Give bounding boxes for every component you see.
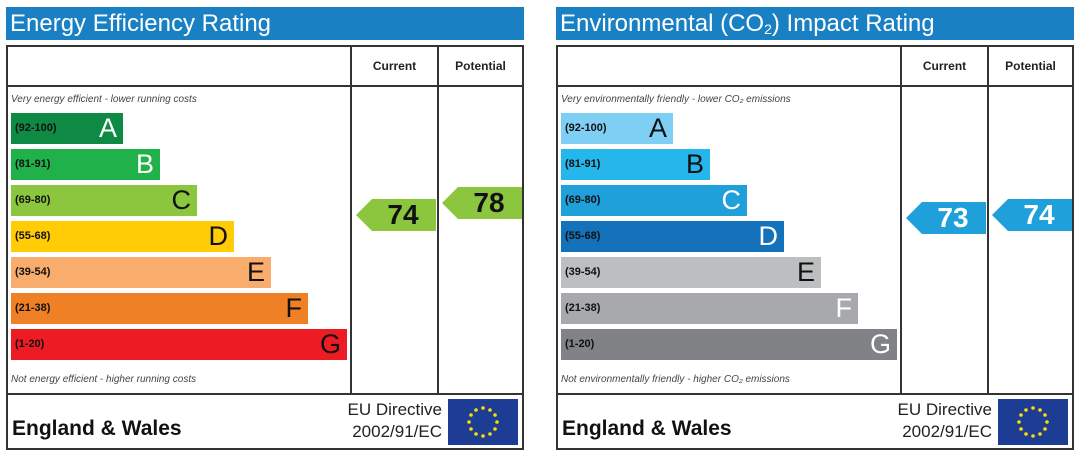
top-note: Very energy efficient - lower running co… bbox=[11, 94, 197, 105]
band-letter-label: D bbox=[758, 221, 779, 251]
band-letter-label: D bbox=[208, 221, 229, 251]
band-letter-label: C bbox=[721, 185, 742, 215]
band-letter-label: E bbox=[246, 257, 265, 287]
column-divider bbox=[350, 47, 352, 393]
potential-rating-arrow: 74 bbox=[992, 199, 1072, 231]
rating-band-c: (69-80) C bbox=[11, 185, 197, 216]
bottom-note: Not environmentally friendly - higher CO… bbox=[561, 374, 790, 385]
region-label: England & Wales bbox=[562, 417, 732, 440]
band-letter-label: F bbox=[835, 293, 853, 323]
column-header-potential: Potential bbox=[1005, 59, 1056, 73]
chart-title: Energy Efficiency Rating bbox=[6, 7, 524, 40]
band-range-label: (39-54) bbox=[565, 266, 601, 278]
current-rating-arrow: 74 bbox=[356, 199, 436, 231]
band-range-label: (69-80) bbox=[15, 194, 51, 206]
potential-rating-value: 78 bbox=[473, 187, 505, 218]
band-range-label: (21-38) bbox=[565, 302, 601, 314]
band-range-label: (81-91) bbox=[565, 158, 601, 170]
band-range-label: (55-68) bbox=[565, 230, 601, 242]
chart-title: Environmental (CO2) Impact Rating bbox=[556, 7, 1074, 40]
column-header-potential: Potential bbox=[455, 59, 506, 73]
band-range-label: (69-80) bbox=[565, 194, 601, 206]
band-letter-label: F bbox=[285, 293, 303, 323]
rating-band-f: (21-38) F bbox=[11, 293, 308, 324]
band-range-label: (39-54) bbox=[15, 266, 51, 278]
potential-rating-value: 74 bbox=[1023, 199, 1055, 230]
column-header-current: Current bbox=[922, 59, 967, 73]
band-letter-label: G bbox=[869, 329, 891, 359]
current-rating-value: 73 bbox=[937, 202, 969, 233]
header-divider bbox=[8, 85, 522, 87]
band-letter-label: E bbox=[796, 257, 815, 287]
chart-frame: Current Potential Very energy efficient … bbox=[6, 45, 524, 450]
band-range-label: (55-68) bbox=[15, 230, 51, 242]
eu-flag-icon bbox=[998, 399, 1068, 445]
current-rating-value: 74 bbox=[387, 199, 419, 230]
rating-band-f: (21-38) F bbox=[561, 293, 858, 324]
band-range-label: (92-100) bbox=[15, 122, 57, 134]
directive-line-1: EU Directive bbox=[347, 400, 442, 419]
footer-divider bbox=[8, 393, 522, 395]
eu-flag-icon bbox=[448, 399, 518, 445]
band-letter-label: A bbox=[648, 113, 667, 143]
eu-directive-label: EU Directive 2002/91/EC bbox=[898, 399, 992, 443]
band-letter-label: B bbox=[685, 149, 704, 179]
eu-directive-label: EU Directive 2002/91/EC bbox=[348, 399, 442, 443]
band-range-label: (21-38) bbox=[15, 302, 51, 314]
rating-band-a: (92-100) A bbox=[11, 113, 123, 144]
rating-band-g: (1-20) G bbox=[11, 329, 347, 360]
column-header-current: Current bbox=[372, 59, 417, 73]
band-letter-label: A bbox=[98, 113, 117, 143]
rating-band-b: (81-91) B bbox=[561, 149, 710, 180]
footer-divider bbox=[558, 393, 1072, 395]
chart-frame: Current Potential Very environmentally f… bbox=[556, 45, 1074, 450]
environmental-impact-panel: Environmental (CO2) Impact Rating Curren… bbox=[556, 7, 1074, 452]
rating-band-d: (55-68) D bbox=[11, 221, 234, 252]
band-letter-label: C bbox=[171, 185, 192, 215]
column-divider bbox=[987, 47, 989, 393]
header-divider bbox=[558, 85, 1072, 87]
current-rating-arrow: 73 bbox=[906, 202, 986, 234]
band-letter-label: G bbox=[319, 329, 341, 359]
rating-band-e: (39-54) E bbox=[11, 257, 271, 288]
rating-band-a: (92-100) A bbox=[561, 113, 673, 144]
directive-line-1: EU Directive bbox=[897, 400, 992, 419]
directive-line-2: 2002/91/EC bbox=[352, 422, 442, 441]
energy-efficiency-panel: Energy Efficiency Rating Current Potenti… bbox=[6, 7, 524, 452]
region-label: England & Wales bbox=[12, 417, 182, 440]
rating-band-c: (69-80) C bbox=[561, 185, 747, 216]
column-divider bbox=[437, 47, 439, 393]
band-range-label: (1-20) bbox=[565, 338, 595, 350]
column-divider bbox=[900, 47, 902, 393]
directive-line-2: 2002/91/EC bbox=[902, 422, 992, 441]
rating-band-d: (55-68) D bbox=[561, 221, 784, 252]
rating-band-e: (39-54) E bbox=[561, 257, 821, 288]
rating-band-b: (81-91) B bbox=[11, 149, 160, 180]
band-range-label: (92-100) bbox=[565, 122, 607, 134]
bottom-note: Not energy efficient - higher running co… bbox=[11, 374, 197, 385]
band-range-label: (1-20) bbox=[15, 338, 45, 350]
top-note: Very environmentally friendly - lower CO… bbox=[561, 94, 791, 105]
band-letter-label: B bbox=[135, 149, 154, 179]
potential-rating-arrow: 78 bbox=[442, 187, 522, 219]
rating-band-g: (1-20) G bbox=[561, 329, 897, 360]
band-range-label: (81-91) bbox=[15, 158, 51, 170]
